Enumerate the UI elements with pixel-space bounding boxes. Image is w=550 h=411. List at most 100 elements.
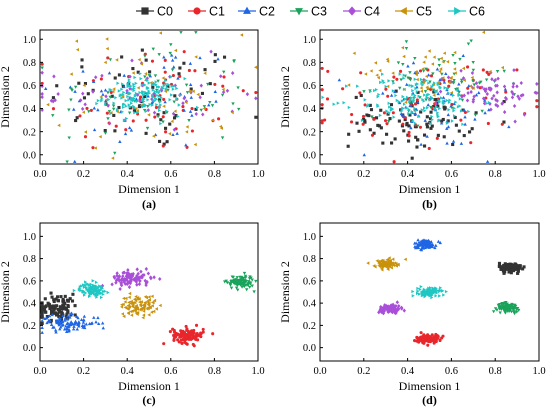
data-point-c2 [103,88,108,92]
data-point-c6 [423,287,427,292]
data-point-c3 [404,40,409,44]
data-point-c5 [139,300,143,304]
data-point-c1 [407,134,411,138]
data-point-c6 [435,291,439,295]
data-point-c6 [413,121,418,126]
data-point-c5 [111,89,115,94]
data-point-c3 [170,68,175,72]
data-point-c6 [142,97,146,101]
data-point-c3 [127,111,132,115]
data-point-c0 [381,141,385,145]
data-point-c6 [402,73,406,77]
data-point-c6 [81,289,85,293]
data-point-c5 [421,80,425,84]
data-point-c0 [128,106,132,110]
data-point-c0 [40,303,44,307]
data-point-c3 [457,90,461,94]
data-point-c4 [49,98,54,103]
y-axis-label: Dimension 2 [278,261,292,323]
data-point-c6 [408,99,412,104]
data-point-c3 [107,110,112,114]
data-point-c1 [192,328,196,333]
data-point-c5 [158,31,162,35]
data-point-c2 [73,89,77,93]
data-point-c6 [485,101,489,106]
data-point-c2 [127,125,132,130]
data-point-c0 [208,82,212,86]
data-point-c2 [423,242,427,246]
data-point-c1 [418,125,423,129]
data-point-c6 [196,105,200,110]
data-point-c4 [535,81,539,86]
data-point-c5 [57,123,61,128]
data-point-c4 [110,282,114,287]
x-tick-label: 0.6 [164,366,177,377]
data-point-c0 [414,135,418,139]
data-point-c0 [48,307,52,311]
legend-label: C0 [157,5,173,19]
data-point-c0 [182,61,186,65]
data-point-c0 [44,310,48,314]
data-point-c2 [82,318,86,322]
x-tick-label: 1.0 [251,366,264,377]
data-point-c5 [253,65,258,69]
data-point-c0 [388,117,392,121]
data-point-c5 [150,310,154,314]
data-point-c0 [57,310,61,314]
data-point-c6 [422,99,426,103]
data-point-c2 [433,246,437,250]
data-point-c6 [81,283,85,287]
x-tick-label: 0.4 [121,169,135,180]
data-point-c0 [425,122,429,126]
data-point-c1 [426,343,430,347]
data-point-c3 [231,280,236,284]
data-point-c6 [144,109,148,113]
data-point-c1 [171,327,175,331]
data-point-c5 [133,306,137,311]
data-point-c0 [516,271,520,275]
data-point-c1 [436,336,440,340]
data-point-c1 [363,103,367,107]
data-point-c1 [179,338,183,342]
data-point-c6 [88,291,92,295]
data-point-c5 [389,263,393,267]
y-tick-label: 0.2 [303,321,316,332]
x-tick-label: 0.0 [313,169,326,180]
data-point-c2 [423,118,427,122]
data-point-c6 [101,289,105,294]
data-point-c1 [114,124,118,128]
panel-d: 0.0 0.2 0.4 0.6 0.8 1.0 0.0 0.2 0.4 0.6 0.8 1.0 Dime… [278,222,546,407]
data-point-c4 [136,271,140,276]
data-point-c0 [48,304,52,308]
data-point-c1 [459,118,463,122]
data-point-c6 [99,284,104,289]
data-point-c6 [367,103,371,107]
data-point-c0 [511,264,515,268]
data-point-c2 [90,321,94,325]
data-point-c6 [136,110,140,115]
data-point-c3 [484,78,489,82]
data-point-c3 [199,108,203,112]
data-point-c0 [113,129,117,133]
data-point-c6 [158,89,162,93]
data-point-c6 [423,293,427,297]
data-point-c4 [495,98,499,103]
data-point-c6 [121,82,125,86]
data-point-c0 [453,115,457,120]
data-point-c2 [419,142,423,146]
data-point-c5 [419,86,423,90]
x-tick-label: 0.8 [208,169,221,180]
data-point-c2 [66,321,70,325]
data-point-c2 [69,320,73,324]
data-point-c5 [185,130,189,134]
data-point-c5 [139,62,144,66]
data-point-c6 [424,78,428,83]
data-point-c5 [98,134,102,139]
data-point-c1 [177,340,181,344]
data-point-c0 [502,100,506,104]
data-point-c0 [64,314,69,318]
y-tick-label: 0.4 [23,104,37,115]
data-point-c1 [438,338,442,342]
data-point-c2 [68,315,72,319]
